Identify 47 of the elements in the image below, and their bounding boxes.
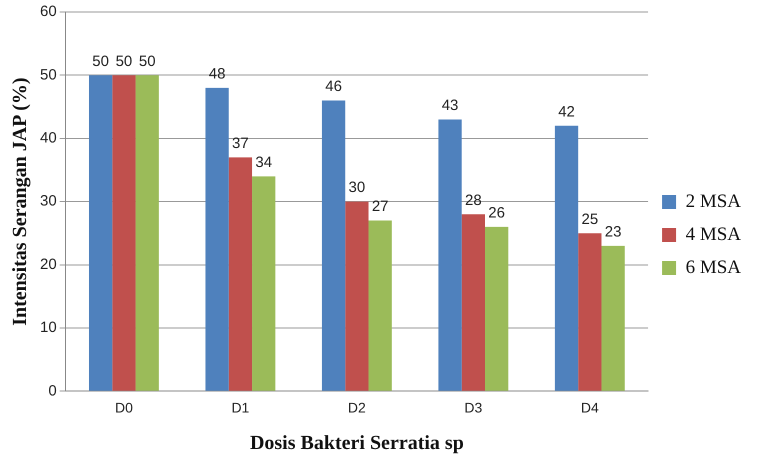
bar xyxy=(112,75,136,391)
x-axis-title: Dosis Bakteri Serratia sp xyxy=(250,432,464,454)
data-label: 48 xyxy=(208,65,226,82)
bar xyxy=(322,100,346,391)
x-tick-label: D0 xyxy=(114,399,134,416)
bar xyxy=(368,220,392,391)
data-label: 28 xyxy=(465,192,482,209)
bar xyxy=(578,233,602,391)
data-label: 25 xyxy=(581,210,598,228)
y-tick-label: 10 xyxy=(40,319,57,336)
y-tick-label: 30 xyxy=(40,192,57,210)
y-tick-label: 50 xyxy=(40,66,57,84)
data-label: 43 xyxy=(442,97,458,114)
legend-label: 4 MSA xyxy=(686,224,742,245)
bar xyxy=(345,202,369,391)
data-label: 23 xyxy=(604,223,622,240)
data-label: 50 xyxy=(138,52,156,70)
data-label: 42 xyxy=(558,103,575,120)
legend-label: 2 MSA xyxy=(686,190,742,212)
y-axis-title: Intensitas Serangan JAP (%) xyxy=(9,77,32,326)
data-label: 27 xyxy=(372,198,389,216)
bar xyxy=(88,75,112,391)
data-label: 30 xyxy=(348,179,366,196)
bar xyxy=(462,214,485,391)
bar xyxy=(438,119,462,391)
x-tick-label: D1 xyxy=(231,399,250,416)
y-tick-label: 0 xyxy=(48,382,57,400)
data-label: 37 xyxy=(232,135,249,152)
bar xyxy=(485,226,508,391)
x-tick-label: D3 xyxy=(464,399,483,416)
bar xyxy=(554,126,578,391)
bar xyxy=(136,75,159,391)
bar xyxy=(601,246,625,391)
data-label: 50 xyxy=(116,52,132,70)
bar xyxy=(205,88,229,391)
data-label: 46 xyxy=(325,78,342,96)
data-label: 34 xyxy=(255,154,272,171)
data-label: 26 xyxy=(488,204,505,222)
legend-label: 6 MSA xyxy=(686,256,742,278)
y-tick-label: 20 xyxy=(40,256,57,273)
bar xyxy=(252,176,276,391)
y-tick-label: 40 xyxy=(40,130,57,147)
x-tick-label: D4 xyxy=(580,399,599,416)
y-tick-label: 60 xyxy=(40,3,57,20)
bar xyxy=(228,157,252,391)
data-label: 50 xyxy=(92,52,109,70)
x-tick-label: D2 xyxy=(348,399,366,416)
